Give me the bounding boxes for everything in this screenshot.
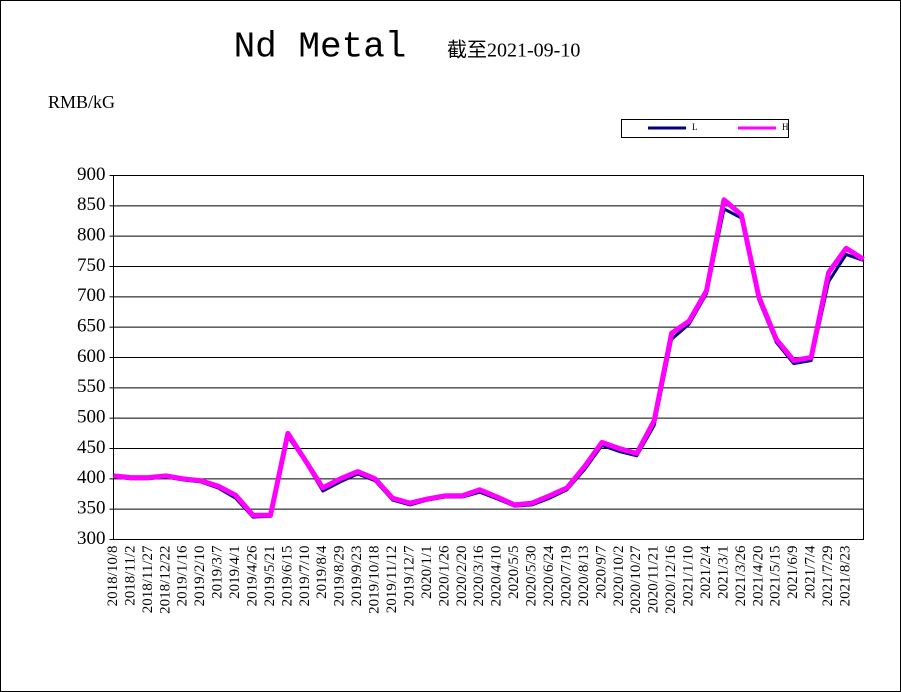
x-tick-label: 2020/7/19 [558,546,574,607]
x-tick-label: 2019/8/4 [314,545,330,599]
x-tick-label: 2019/8/29 [332,546,348,607]
x-tick-label: 2021/2/4 [698,545,714,599]
y-tick-label: 300 [77,528,106,549]
x-tick-label: 2018/11/2 [122,546,138,606]
x-tick-label: 2021/3/26 [733,545,749,606]
legend-box [621,119,789,138]
x-tick-label: 2021/4/20 [750,546,766,607]
y-tick-label: 650 [77,316,106,337]
x-tick-label: 2020/11/21 [646,546,662,614]
x-tick-label: 2019/11/12 [384,546,400,614]
x-tick-label: 2018/11/27 [140,545,156,613]
x-tick-label: 2020/6/24 [541,545,557,606]
x-tick-label: 2021/8/23 [837,546,853,607]
x-tick-label: 2020/1/1 [419,546,435,599]
x-tick-label: 2019/2/10 [192,546,208,607]
x-tick-label: 2020/4/10 [489,546,505,607]
x-tick-label: 2021/1/10 [681,546,697,607]
legend-label: H [782,122,789,132]
legend-label: L [692,122,698,132]
x-tick-label: 2020/8/13 [576,546,592,607]
x-tick-label: 2018/10/8 [105,546,121,607]
x-tick-label: 2019/7/10 [297,546,313,607]
x-tick-label: 2019/3/7 [210,545,226,599]
y-tick-label: 900 [77,164,106,185]
x-tick-label: 2019/10/18 [367,546,383,614]
y-tick-label: 350 [77,498,106,519]
y-tick-label: 450 [77,437,106,458]
chart-title: Nd Metal [234,27,407,68]
x-tick-label: 2020/10/2 [611,546,627,607]
y-tick-label: 800 [77,225,106,246]
y-tick-label: 850 [77,194,106,215]
line-series [113,197,865,518]
x-tick-label: 2019/6/15 [279,546,295,607]
x-tick-label: 2021/3/1 [715,546,731,599]
x-tick-label: 2020/5/30 [524,546,540,607]
y-tick-label: 750 [77,255,106,276]
y-tick-label: 700 [77,285,106,306]
x-tick-label: 2020/5/5 [506,546,522,599]
chart-subtitle: 截至2021-09-10 [447,39,580,62]
x-tick-label: 2021/5/15 [768,546,784,607]
x-tick-label: 2019/12/7 [401,545,417,606]
x-tick-label: 2019/5/21 [262,546,278,607]
x-tick-label: 2020/9/7 [593,545,609,599]
x-tick-label: 2021/6/9 [785,546,801,599]
x-tick-label: 2020/10/27 [628,545,644,614]
x-tick-label: 2019/9/23 [349,546,365,607]
x-tick-label: 2018/12/22 [157,546,173,614]
x-tick-label: 2021/7/29 [820,546,836,607]
y-tick-label: 550 [77,376,106,397]
x-tick-label: 2019/4/26 [244,545,260,606]
x-tick-label: 2020/2/20 [454,546,470,607]
x-tick-label: 2020/3/16 [471,545,487,606]
x-tick-label: 2021/7/4 [803,545,819,599]
y-tick-label: 400 [77,467,106,488]
y-tick-label: 600 [77,346,106,367]
x-tick-label: 2020/12/16 [663,545,679,614]
y-axis-label: RMB/kG [48,92,115,112]
x-tick-label: 2019/4/1 [227,546,243,599]
y-tick-label: 500 [77,407,106,428]
x-tick-label: 2020/1/26 [436,545,452,606]
x-tick-label: 2019/1/16 [175,545,191,606]
